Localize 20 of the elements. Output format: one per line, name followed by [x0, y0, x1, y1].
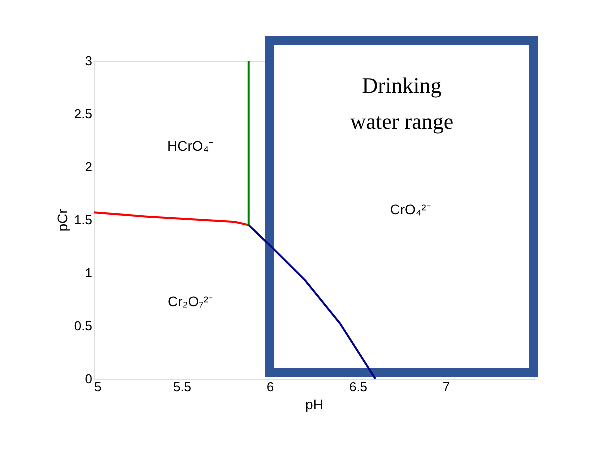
x-tick-label: 7 — [442, 380, 450, 394]
band-label: Drinking water range — [350, 73, 454, 134]
annotation: Cr₂O₇²⁻ — [168, 294, 214, 310]
y-axis-title: pCr — [54, 208, 70, 232]
annotation: CrO₄²⁻ — [390, 201, 432, 218]
x-tick-label: 6 — [266, 380, 274, 394]
y-tick-label: 0 — [85, 372, 92, 386]
y-tick-label: 1.5 — [74, 212, 92, 228]
y-tick-label: 2 — [85, 160, 92, 174]
y-tick-label: 1 — [85, 266, 92, 280]
x-tick-label: 6.5 — [349, 380, 368, 394]
x-tick-label: 5.5 — [173, 380, 192, 394]
line-series — [248, 224, 377, 380]
annotation: HCrO₄⁻ — [168, 138, 214, 154]
y-tick-label: 2.5 — [74, 106, 92, 122]
x-tick-label: 5 — [94, 380, 102, 394]
line-series — [93, 212, 250, 226]
y-tick-label: 3 — [85, 54, 92, 68]
x-axis-title: pH — [306, 396, 324, 412]
y-tick-label: 0.5 — [74, 318, 92, 334]
